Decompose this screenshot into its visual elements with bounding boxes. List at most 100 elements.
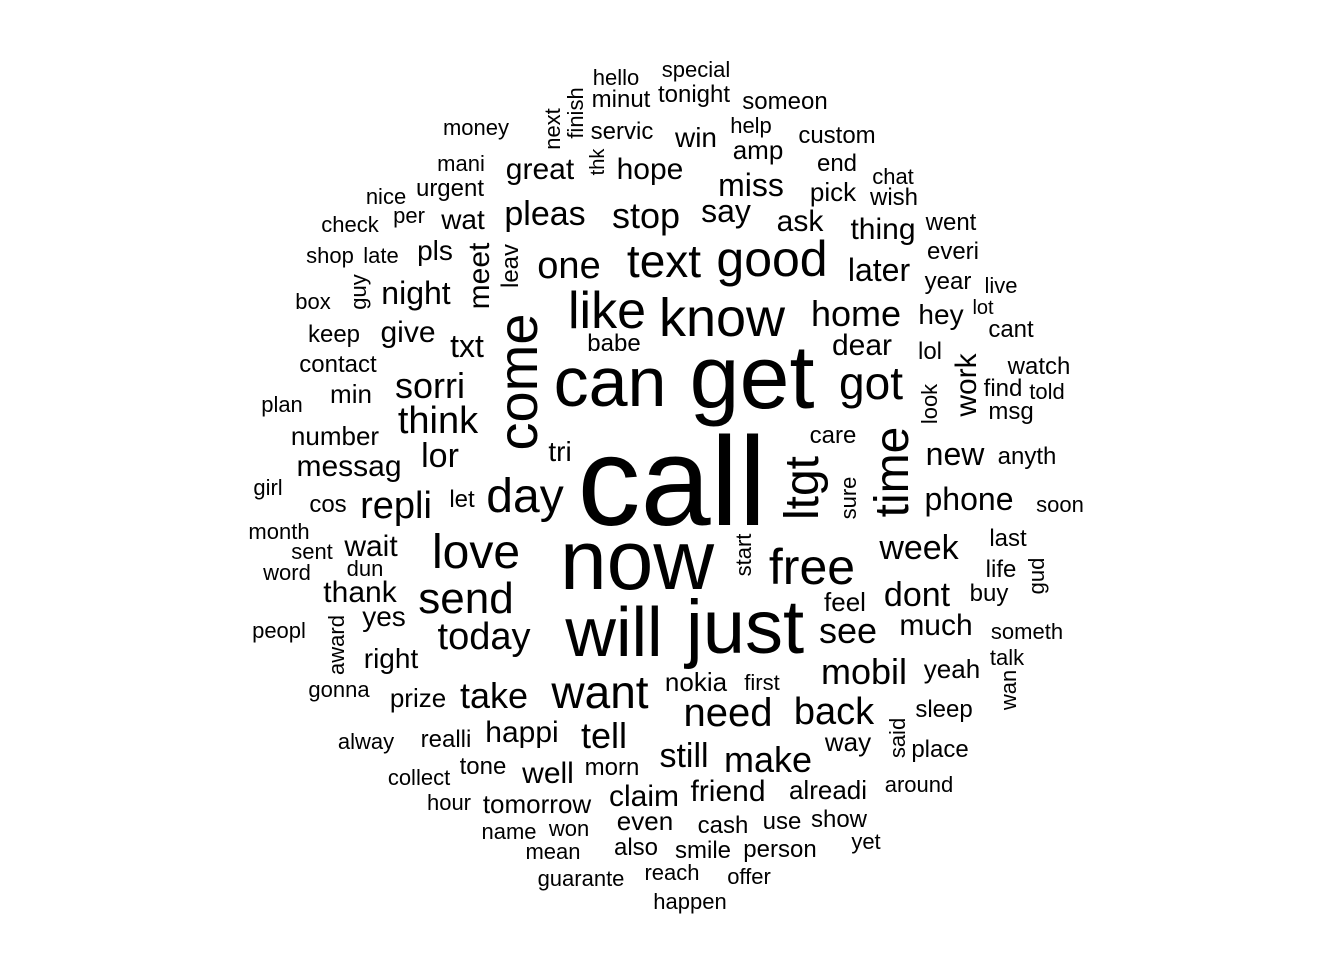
word-still: still (659, 737, 709, 775)
word-miss: miss (718, 167, 784, 203)
word-custom: custom (798, 122, 876, 149)
word-wait: wait (344, 530, 398, 563)
word-cant: cant (988, 316, 1034, 343)
word-special: special (661, 57, 731, 82)
word-happen: happen (653, 889, 727, 914)
word-someth: someth (990, 619, 1064, 644)
word-happi: happi (485, 716, 559, 749)
word-msg: msg (988, 398, 1034, 425)
word-cos: cos (309, 491, 347, 518)
word-know: know (658, 288, 786, 348)
word-much: much (899, 609, 973, 642)
word-care: care (809, 422, 857, 449)
word-urgent: urgent (415, 175, 485, 202)
word-mani: mani (437, 151, 485, 176)
word-finish: finish (563, 87, 588, 139)
word-shop: shop (306, 243, 354, 268)
word-week: week (879, 529, 959, 567)
word-even: even (616, 806, 674, 836)
word-soon: soon (1036, 492, 1084, 517)
word-get: get (689, 328, 815, 428)
word-tonight: tonight (657, 81, 731, 108)
word-tone: tone (459, 753, 507, 780)
word-time: time (866, 426, 919, 518)
word-last: last (989, 525, 1027, 552)
word-make: make (723, 739, 813, 780)
word-guarante: guarante (537, 866, 625, 891)
word-per: per (393, 203, 425, 228)
word-wan: wan (996, 669, 1021, 711)
word-reach: reach (644, 860, 700, 885)
word-nice: nice (365, 184, 407, 209)
word-sleep: sleep (915, 696, 973, 723)
word-person: person (743, 836, 817, 863)
word-find: find (983, 375, 1023, 402)
word-box: box (295, 289, 331, 314)
word-just: just (685, 585, 805, 670)
word-servic: servic (590, 118, 654, 145)
word-place: place (911, 736, 969, 763)
word-mean: mean (525, 839, 581, 864)
word-messag: messag (296, 450, 402, 483)
word-think: think (397, 400, 479, 442)
word-dun: dun (346, 556, 384, 581)
word-show: show (810, 806, 868, 833)
word-work: work (950, 353, 983, 417)
word-won: won (548, 816, 590, 841)
word-offer: offer (727, 864, 771, 889)
word-give: give (380, 316, 436, 349)
word-someon: someon (742, 88, 828, 115)
word-went: went (925, 209, 977, 236)
word-well: well (522, 757, 574, 790)
word-night: night (381, 275, 451, 311)
word-prize: prize (389, 683, 447, 713)
word-told: told (1029, 379, 1065, 404)
word-thk: thk (587, 148, 609, 176)
word-feel: feel (824, 587, 866, 617)
word-dont: dont (883, 576, 951, 614)
word-hope: hope (616, 153, 684, 186)
word-need: need (683, 691, 773, 735)
word-say: say (701, 193, 751, 229)
word-pick: pick (809, 177, 857, 207)
word-look: look (917, 383, 942, 425)
word-yet: yet (851, 829, 881, 854)
word-wat: wat (441, 204, 485, 235)
word-free: free (768, 539, 856, 595)
word-gonna: gonna (308, 677, 370, 702)
word-around: around (884, 772, 954, 797)
word-tell: tell (580, 715, 628, 756)
word-hour: hour (426, 790, 472, 815)
word-talk: talk (989, 645, 1025, 670)
word-minut: minut (591, 86, 651, 113)
word-want: want (551, 666, 649, 718)
word-claim: claim (608, 780, 680, 813)
word-smile: smile (674, 837, 732, 864)
word-watch: watch (1007, 353, 1071, 380)
word-contact: contact (299, 351, 377, 378)
word-lol: lol (917, 338, 943, 365)
word-next: next (540, 108, 565, 150)
word-hey: hey (918, 299, 964, 330)
word-guy: guy (346, 274, 371, 310)
word-alreadi: alreadi (788, 775, 868, 805)
word-peopl: peopl (252, 618, 306, 643)
word-will: will (565, 593, 663, 671)
word-year: year (924, 268, 972, 295)
word-stop: stop (611, 195, 681, 236)
word-cash: cash (697, 812, 749, 839)
word-tri: tri (548, 436, 572, 467)
word-phone: phone (924, 481, 1014, 517)
word-life: life (985, 556, 1017, 583)
word-min: min (330, 379, 372, 409)
word-ltgt: ltgt (776, 455, 829, 521)
word-meet: meet (463, 242, 496, 310)
word-realli: realli (420, 726, 472, 753)
word-alway: alway (337, 729, 395, 754)
word-txt: txt (450, 328, 484, 364)
word-take: take (459, 675, 529, 716)
word-award: award (324, 615, 349, 675)
word-got: got (839, 357, 903, 409)
word-hello: hello (592, 65, 640, 90)
word-thank: thank (323, 576, 397, 609)
